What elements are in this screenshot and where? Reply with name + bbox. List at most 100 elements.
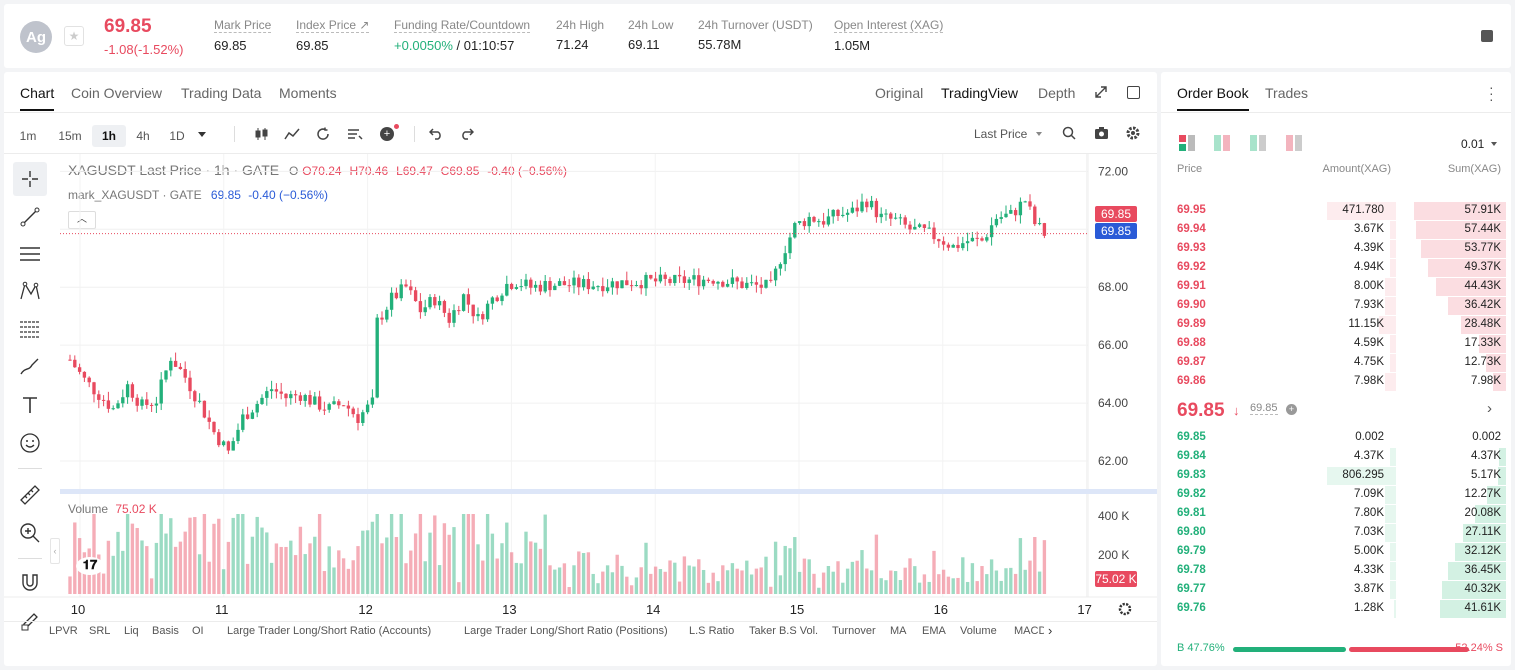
candle-body [135,397,139,406]
indicator-scroll-right-icon[interactable]: › [1048,623,1053,638]
add-indicator-icon[interactable]: + [380,127,394,141]
ruler-icon[interactable] [13,478,47,512]
timeframe-1d[interactable]: 1D [169,129,185,143]
redo-icon[interactable] [460,128,474,140]
book-icon[interactable] [1481,30,1493,42]
view-asks-icon[interactable] [1286,135,1302,151]
bid-row[interactable]: 69.85 0.002 0.002 [1161,429,1511,447]
favorite-star-icon[interactable]: ★ [64,26,84,46]
search-icon[interactable] [1062,126,1076,140]
indicator-volume[interactable]: Volume [960,625,997,637]
tab-trading-data[interactable]: Trading Data [181,85,262,101]
chevron-right-icon[interactable]: › [1487,400,1492,417]
indicators-icon[interactable] [284,127,300,141]
text-tool-icon[interactable] [13,388,47,422]
bid-row[interactable]: 69.76 1.28K 41.61K [1161,600,1511,618]
pencil-lock-icon[interactable] [13,604,47,638]
bid-row[interactable]: 69.77 3.87K 40.32K [1161,581,1511,599]
precision-select[interactable]: 0.01 [1461,137,1485,151]
ask-row[interactable]: 69.86 7.98K 7.98K [1161,373,1511,391]
trend-line-icon[interactable] [13,200,47,234]
view-bids-icon[interactable] [1214,135,1230,151]
bid-row[interactable]: 69.84 4.37K 4.37K [1161,448,1511,466]
volume-bar [850,561,855,594]
brush-icon[interactable] [13,350,47,384]
camera-icon[interactable] [1094,126,1109,140]
indicator-oi[interactable]: OI [192,625,204,637]
tab-chart[interactable]: Chart [20,85,55,111]
refresh-icon[interactable] [316,127,330,141]
stat-funding-rate[interactable]: Funding Rate/Countdown +0.0050% / 01:10:5… [394,18,531,53]
ask-row[interactable]: 69.87 4.75K 12.73K [1161,354,1511,372]
tab-tradingview[interactable]: TradingView [941,85,1019,101]
mid-mark-price[interactable]: 69.85 [1250,402,1278,415]
bid-row[interactable]: 69.80 7.03K 27.11K [1161,524,1511,542]
tab-trades[interactable]: Trades [1265,85,1309,101]
indicator-lt-accounts[interactable]: Large Trader Long/Short Ratio (Accounts) [227,625,432,637]
view-both-icon[interactable] [1179,135,1195,151]
candle-body [485,303,490,320]
indicator-lpvr[interactable]: LPVR [49,625,78,637]
collapse-legend-button[interactable]: ︿ [68,211,96,229]
ask-row[interactable]: 69.89 11.15K 28.48K [1161,316,1511,334]
indicator-taker-vol[interactable]: Taker B.S Vol. [749,625,819,637]
pattern-icon[interactable] [13,274,47,308]
crosshair-icon[interactable] [13,162,47,196]
indicator-macd[interactable]: MACD [1014,625,1044,637]
view-green-icon[interactable] [1250,135,1266,151]
candle-type-icon[interactable] [254,127,270,141]
indicator-basis[interactable]: Basis [152,625,179,637]
bid-row[interactable]: 69.83 806.295 5.17K [1161,467,1511,485]
indicator-srl[interactable]: SRL [89,625,111,637]
more-menu-icon[interactable]: · · · [1489,79,1494,107]
tab-original[interactable]: Original [875,85,924,101]
timeframe-4h[interactable]: 4h [136,129,150,143]
undo-icon[interactable] [429,128,443,140]
window-icon[interactable] [1127,86,1140,99]
stat-mark-price[interactable]: Mark Price 69.85 [214,18,272,53]
indicator-ma[interactable]: MA [890,625,907,637]
stat-open-interest[interactable]: Open Interest (XAG) 1.05M [834,18,944,53]
bid-row[interactable]: 69.79 5.00K 32.12K [1161,543,1511,561]
timeframe-1h[interactable]: 1h [92,125,126,147]
volume-bar [879,578,883,594]
stat-index-price[interactable]: Index Price ↗ 69.85 [296,18,370,53]
ask-row[interactable]: 69.88 4.59K 17.33K [1161,335,1511,353]
timeframe-dropdown-icon[interactable] [198,132,206,137]
indicator-liq[interactable]: Liq [124,625,139,637]
ask-row[interactable]: 69.93 4.39K 53.77K [1161,240,1511,258]
tab-order-book[interactable]: Order Book [1177,85,1249,111]
indicator-lt-positions[interactable]: Large Trader Long/Short Ratio (Positions… [464,625,668,637]
bid-row[interactable]: 69.78 4.33K 36.45K [1161,562,1511,580]
zoom-in-icon[interactable] [13,516,47,550]
indicator-ema[interactable]: EMA [922,625,946,637]
price-type-select[interactable]: Last Price [974,127,1028,141]
collapse-toolbar-button[interactable]: ‹ [50,538,60,564]
info-plus-icon[interactable]: + [1286,404,1297,415]
expand-icon[interactable] [1094,85,1108,99]
tab-coin-overview[interactable]: Coin Overview [71,85,163,101]
ask-row[interactable]: 69.94 3.67K 57.44K [1161,221,1511,239]
timeframe-1m[interactable]: 1m [19,129,37,143]
indicator-ls-ratio[interactable]: L.S Ratio [689,625,735,637]
magnet-icon[interactable] [13,566,47,600]
settings-list-icon[interactable] [347,127,363,141]
volume-bar [644,542,648,594]
bid-row[interactable]: 69.82 7.09K 12.27K [1161,486,1511,504]
tab-depth[interactable]: Depth [1038,85,1076,101]
ask-row[interactable]: 69.91 8.00K 44.43K [1161,278,1511,296]
ask-row[interactable]: 69.95 471.780 57.91K [1161,202,1511,220]
emoji-icon[interactable] [13,426,47,460]
ask-row[interactable]: 69.90 7.93K 36.42K [1161,297,1511,315]
gear-icon[interactable] [1126,126,1140,140]
indicator-turnover[interactable]: Turnover [832,625,876,637]
timeframe-15m[interactable]: 15m [58,129,82,143]
ask-row[interactable]: 69.92 4.94K 49.37K [1161,259,1511,277]
horizontal-lines-icon[interactable] [13,237,47,271]
bid-row[interactable]: 69.81 7.80K 20.08K [1161,505,1511,523]
candle-body [1018,201,1023,216]
chart-settings-gear-icon[interactable] [1118,602,1132,621]
fib-icon[interactable] [13,312,47,346]
tab-moments[interactable]: Moments [279,85,337,101]
